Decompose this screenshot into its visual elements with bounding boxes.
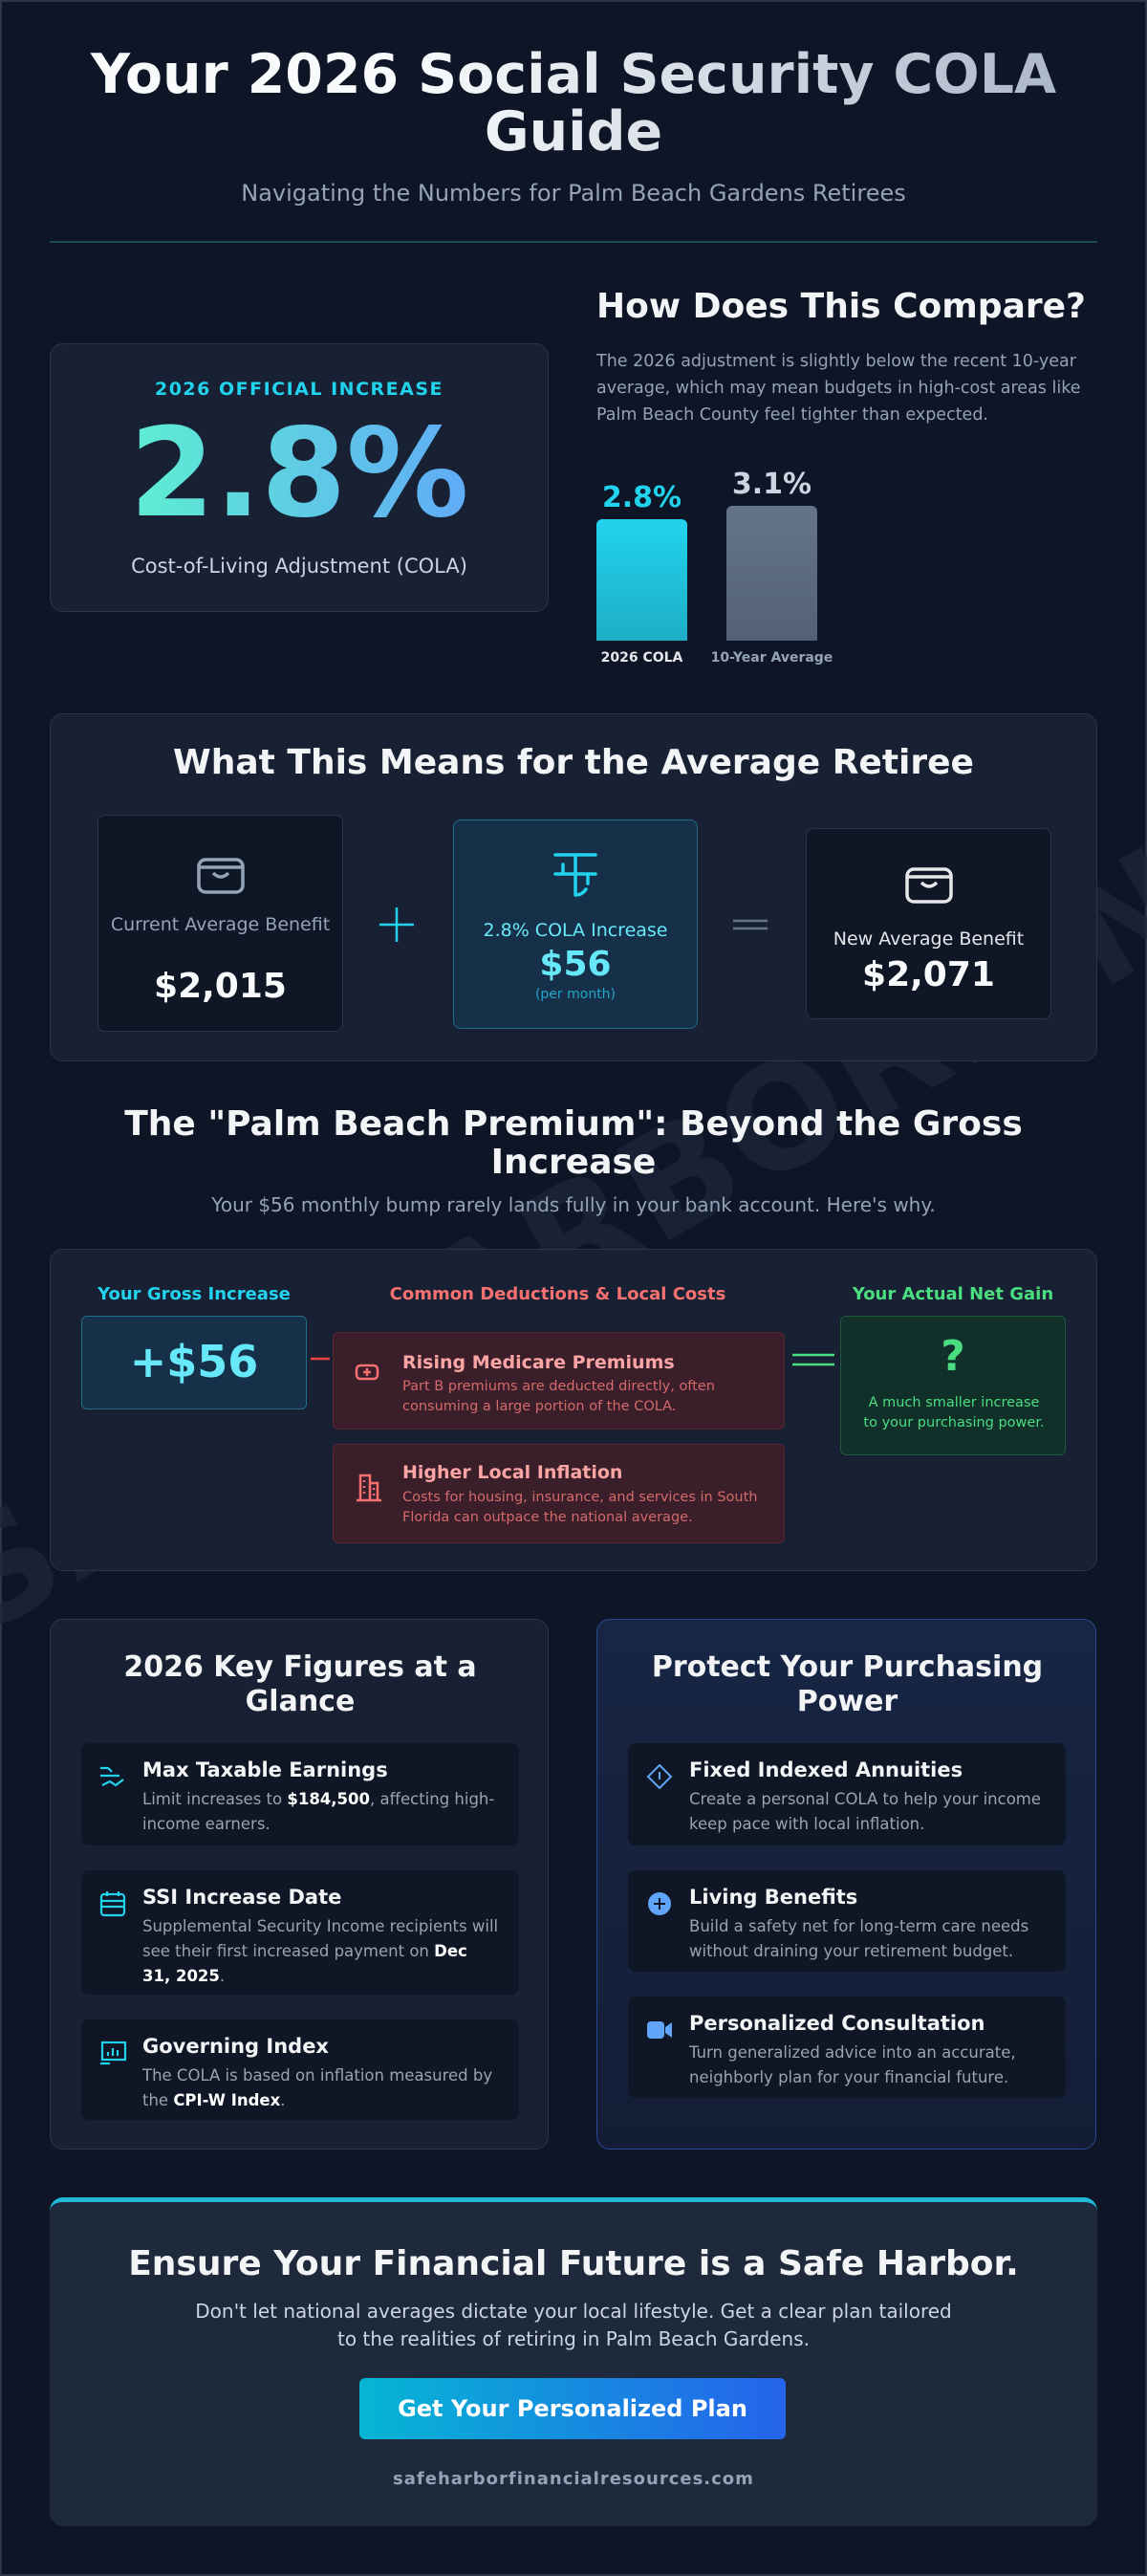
text-part: , affecting high-income earners. (142, 1790, 495, 1833)
compare-text: The 2026 adjustment is slightly below th… (596, 352, 1081, 425)
item-text: Build a safety net for long-term care ne… (689, 1917, 1029, 1960)
column-label: Common Deductions & Local Costs (389, 1284, 726, 1304)
medical-icon (355, 1364, 379, 1381)
text-part: . (280, 2091, 286, 2109)
average-box: Current Average Benefit $2,015 (97, 815, 343, 1032)
cta-url[interactable]: safeharborfinancialresources.com (393, 2469, 754, 2489)
trend-icon (100, 1766, 124, 1787)
official-label: 2026 OFFICIAL INCREASE (154, 379, 444, 400)
scale-icon (553, 853, 597, 897)
equals-sign (733, 919, 768, 930)
cta-button[interactable]: Get Your Personalized Plan (359, 2378, 786, 2439)
compare-chart: 2.8% 2026 COLA 3.1% 10-Year Average (596, 459, 883, 679)
deduction-box: Rising Medicare Premiums Part B premiums… (333, 1332, 785, 1430)
item-text: Supplemental Security Income recipients … (142, 1914, 500, 1989)
item-text: Create a personal COLA to help your inco… (689, 1790, 1042, 1833)
figure-item: Max Taxable Earnings Limit increases to … (81, 1743, 519, 1845)
item-title: SSI Increase Date (142, 1886, 342, 1909)
average-card: What This Means for the Average Retiree … (50, 713, 1097, 1061)
official-caption: Cost-of-Living Adjustment (COLA) (131, 555, 467, 578)
item-value: $56 (539, 945, 612, 984)
deduction-title: Higher Local Inflation (402, 1462, 623, 1483)
protect-item: Fixed Indexed Annuities Create a persona… (628, 1743, 1066, 1845)
text-part: Supplemental Security Income recipients … (142, 1917, 499, 1960)
chart-icon (100, 2041, 127, 2065)
item-title: Max Taxable Earnings (142, 1758, 388, 1781)
net-text: A much smaller increase to your purchasi… (863, 1395, 1045, 1430)
minus-sign (311, 1357, 330, 1361)
item-label: 2.8% COLA Increase (483, 920, 668, 941)
text-part: The COLA is based on inflation measured … (142, 2066, 493, 2109)
item-title: Living Benefits (689, 1886, 858, 1909)
protect-card: Protect Your Purchasing Power Fixed Inde… (596, 1619, 1096, 2150)
category-label: 10-Year Average (710, 650, 833, 666)
official-card: 2026 OFFICIAL INCREASE 2.8% Cost-of-Livi… (50, 343, 549, 612)
item-text: The COLA is based on inflation measured … (142, 2063, 500, 2113)
average-box-highlight: 2.8% COLA Increase $56 (per month) (453, 819, 698, 1029)
text-emphasis: $184,500 (287, 1790, 370, 1808)
text-part: . (219, 1967, 226, 1985)
official-value: 2.8% (51, 407, 548, 541)
cta-text: Don't let national averages dictate your… (195, 2300, 952, 2350)
card-title: Protect Your Purchasing Power (651, 1650, 1044, 1718)
item-title: Fixed Indexed Annuities (689, 1758, 963, 1781)
calendar-icon (99, 1891, 126, 1917)
text-emphasis: CPI-W Index (173, 2091, 281, 2109)
deduction-text: Costs for housing, insurance, and servic… (402, 1490, 758, 1525)
equals-sign (792, 1353, 834, 1366)
page-title: Your 2026 Social Security COLA Guide (48, 46, 1099, 161)
subtitle: Navigating the Numbers for Palm Beach Ga… (241, 180, 906, 207)
item-title: Personalized Consultation (689, 2012, 985, 2035)
wallet-icon (197, 858, 245, 894)
gross-value: +$56 (81, 1316, 307, 1409)
divider (50, 241, 1097, 243)
item-note: (per month) (534, 987, 617, 1002)
net-box: ? A much smaller increase to your purcha… (840, 1316, 1066, 1455)
deduction-box: Higher Local Inflation Costs for housing… (333, 1444, 785, 1543)
item-value: $2,071 (862, 955, 995, 994)
item-text: Limit increases to $184,500, affecting h… (142, 1787, 500, 1837)
section-title: What This Means for the Average Retiree (173, 743, 974, 782)
cta-title: Ensure Your Financial Future is a Safe H… (128, 2244, 1019, 2283)
average-box: New Average Benefit $2,071 (806, 828, 1051, 1019)
deduction-title: Rising Medicare Premiums (402, 1352, 675, 1373)
column-label: Your Actual Net Gain (852, 1284, 1054, 1304)
section-title: The "Palm Beach Premium": Beyond the Gro… (124, 1104, 1023, 1182)
building-icon (357, 1474, 381, 1502)
video-icon (647, 2021, 672, 2039)
protect-item: Living Benefits Build a safety net for l… (628, 1870, 1066, 1972)
item-title: Governing Index (142, 2035, 329, 2058)
item-label: Current Average Benefit (110, 914, 331, 935)
text-part: Limit increases to (142, 1790, 288, 1808)
card-title: 2026 Key Figures at a Glance (123, 1650, 477, 1718)
cta-card: Ensure Your Financial Future is a Safe H… (50, 2197, 1097, 2526)
net-value: ? (941, 1332, 965, 1381)
protect-item: Personalized Consultation Turn generaliz… (628, 1997, 1066, 2098)
deduction-text: Part B premiums are deducted directly, o… (402, 1379, 715, 1414)
bar (596, 518, 687, 641)
plus-icon (648, 1892, 671, 1915)
key-figures-card: 2026 Key Figures at a Glance Max Taxable… (50, 1619, 549, 2150)
compare-title: How Does This Compare? (596, 287, 1086, 326)
category-label: 2026 COLA (600, 650, 683, 666)
value-label: 3.1% (731, 468, 812, 502)
column-label: Your Gross Increase (97, 1284, 291, 1304)
item-value: $2,015 (154, 967, 287, 1006)
item-text: Turn generalized advice into an accurate… (689, 2043, 1016, 2086)
bar (726, 506, 817, 641)
figure-item: Governing Index The COLA is based on inf… (81, 2019, 519, 2120)
value-label: 2.8% (601, 480, 682, 514)
item-label: New Average Benefit (833, 928, 1025, 950)
diamond-icon (646, 1763, 673, 1790)
plus-sign (379, 907, 414, 942)
text-emphasis: Dec 31, 2025 (142, 1942, 467, 1985)
premium-card: Your Gross Increase +$56 Common Deductio… (50, 1249, 1097, 1571)
figure-item: SSI Increase Date Supplemental Security … (81, 1870, 519, 1995)
section-subtitle: Your $56 monthly bump rarely lands fully… (211, 1193, 936, 1216)
wallet-icon (905, 867, 953, 904)
